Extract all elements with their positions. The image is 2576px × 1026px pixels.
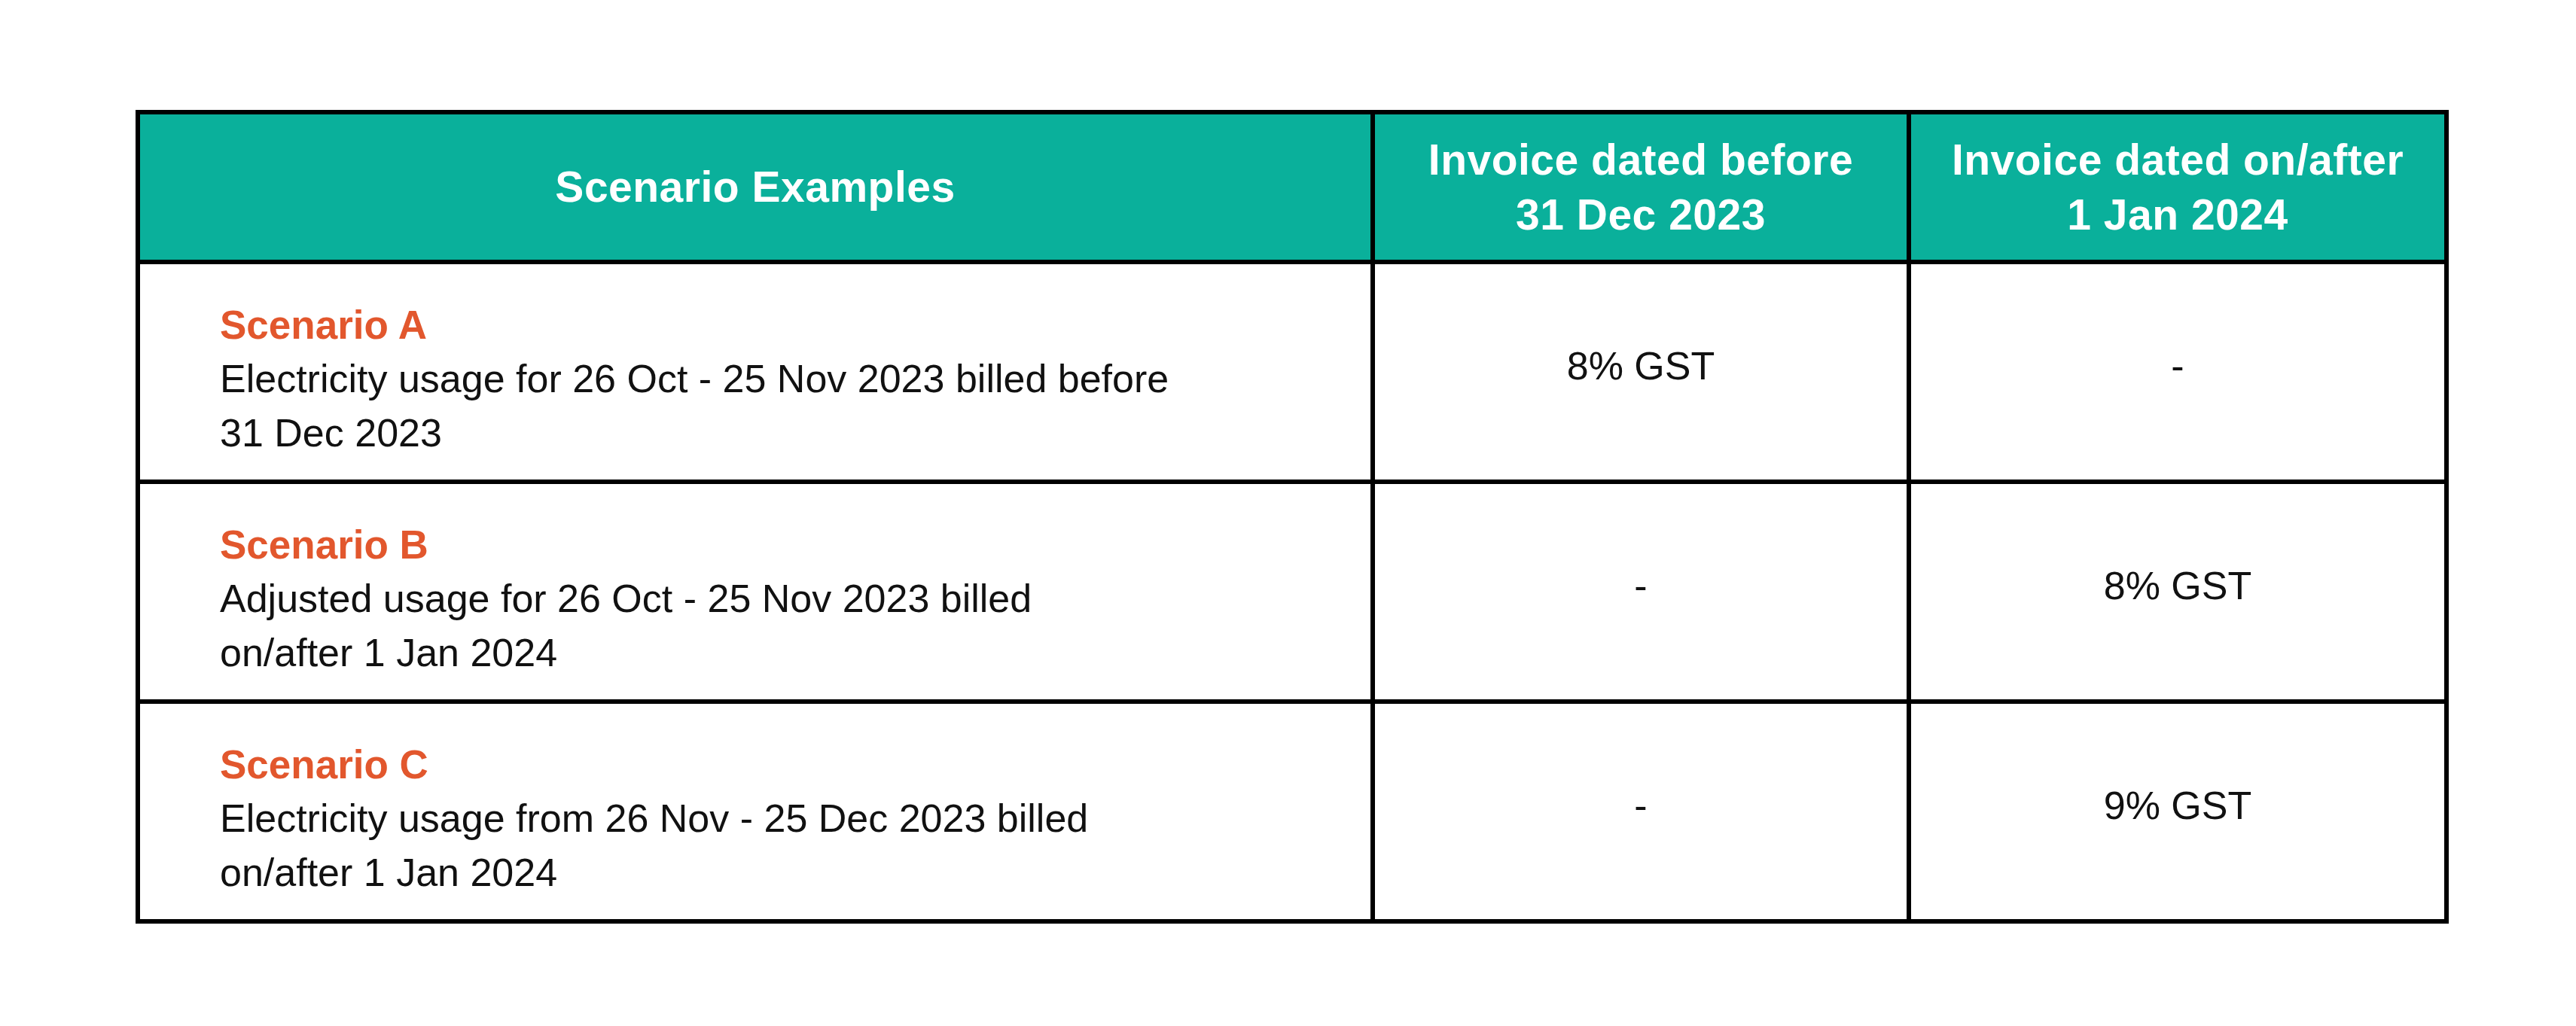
header-invoice-before-31-dec-2023: Invoice dated before 31 Dec 2023 <box>1373 112 1909 262</box>
table-row-scenario-a: Scenario A Electricity usage for 26 Oct … <box>138 262 2446 482</box>
header-scenario-examples: Scenario Examples <box>138 112 1373 262</box>
scenario-b-title: Scenario B <box>220 517 1288 572</box>
cell-scenario-b-on-after-1-jan: 8% GST <box>1909 482 2446 702</box>
cell-scenario-b-description: Scenario B Adjusted usage for 26 Oct - 2… <box>138 482 1373 702</box>
scenario-a-description-text: Electricity usage for 26 Oct - 25 Nov 20… <box>220 352 1288 461</box>
table-row-scenario-c: Scenario C Electricity usage from 26 Nov… <box>138 702 2446 921</box>
cell-scenario-c-description: Scenario C Electricity usage from 26 Nov… <box>138 702 1373 921</box>
cell-scenario-b-before-31-dec: - <box>1373 482 1909 702</box>
cell-scenario-c-before-31-dec: - <box>1373 702 1909 921</box>
scenario-c-title: Scenario C <box>220 737 1288 792</box>
cell-scenario-a-description: Scenario A Electricity usage for 26 Oct … <box>138 262 1373 482</box>
gst-scenarios-table: Scenario Examples Invoice dated before 3… <box>136 110 2449 924</box>
page: Scenario Examples Invoice dated before 3… <box>0 0 2576 1026</box>
scenario-c-description-text: Electricity usage from 26 Nov - 25 Dec 2… <box>220 792 1288 900</box>
scenario-a-title: Scenario A <box>220 297 1288 352</box>
cell-scenario-a-before-31-dec: 8% GST <box>1373 262 1909 482</box>
table-row-scenario-b: Scenario B Adjusted usage for 26 Oct - 2… <box>138 482 2446 702</box>
header-row: Scenario Examples Invoice dated before 3… <box>138 112 2446 262</box>
cell-scenario-c-on-after-1-jan: 9% GST <box>1909 702 2446 921</box>
cell-scenario-a-on-after-1-jan: - <box>1909 262 2446 482</box>
header-invoice-on-after-1-jan-2024: Invoice dated on/after 1 Jan 2024 <box>1909 112 2446 262</box>
scenario-b-description-text: Adjusted usage for 26 Oct - 25 Nov 2023 … <box>220 572 1288 680</box>
